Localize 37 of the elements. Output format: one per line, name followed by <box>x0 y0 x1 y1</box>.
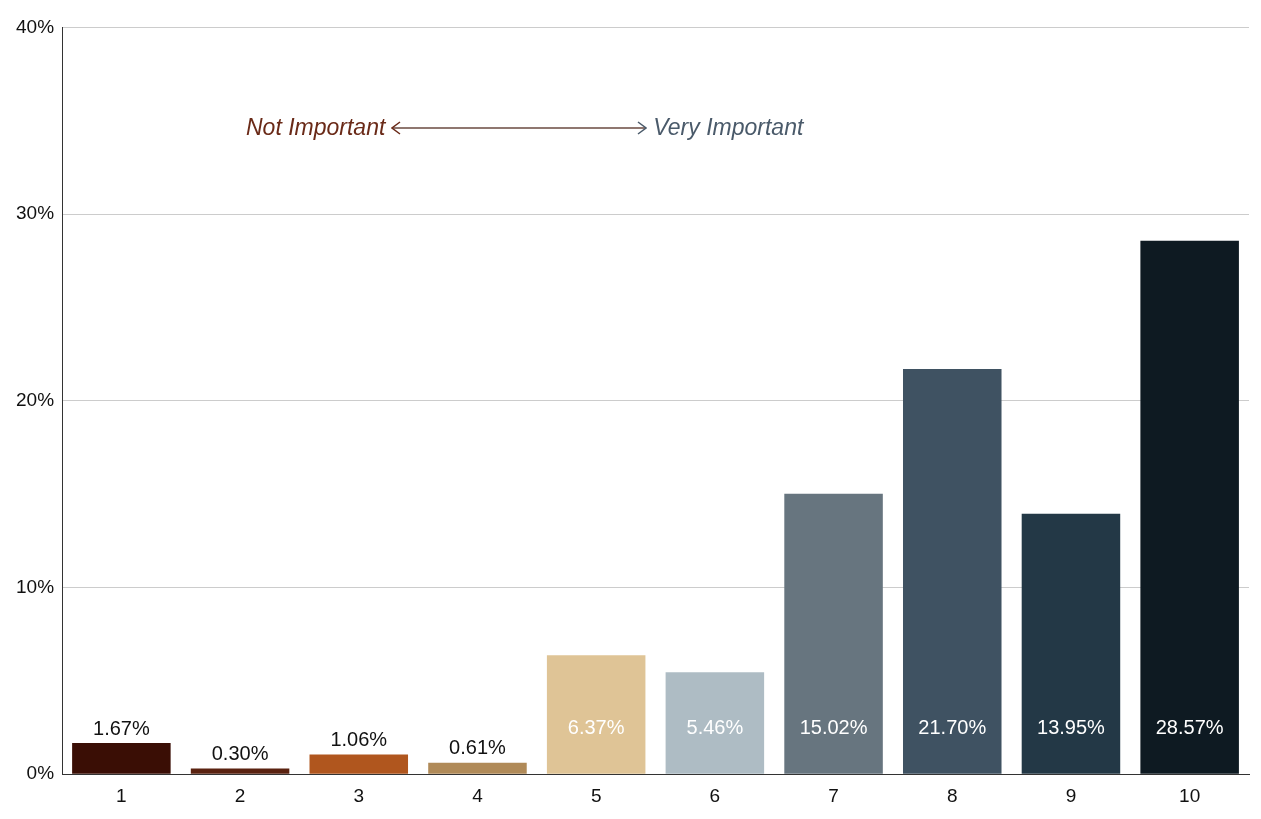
x-tick-label: 3 <box>353 784 365 806</box>
x-tick-label: 5 <box>590 784 602 806</box>
bar <box>309 754 409 774</box>
bar <box>428 762 527 774</box>
data-label: 6.37% <box>567 715 625 738</box>
bar <box>784 493 883 774</box>
annotation: Very Important <box>653 114 804 141</box>
data-label: 28.57% <box>1155 715 1224 738</box>
x-tick-label: 4 <box>472 784 484 806</box>
data-label: 0.61% <box>449 736 507 759</box>
x-tick-label: 6 <box>709 784 721 806</box>
bar <box>72 743 171 774</box>
x-tick-label: 2 <box>234 784 246 806</box>
data-label: 5.46% <box>686 715 744 738</box>
bar <box>903 369 1002 774</box>
x-tick-label: 7 <box>828 784 839 806</box>
x-tick-label: 8 <box>946 784 958 806</box>
y-tick-label: 40% <box>16 15 55 37</box>
y-tick-label: 10% <box>16 575 55 597</box>
y-tick-label: 30% <box>16 202 55 224</box>
x-tick-label: 9 <box>1065 784 1077 806</box>
bar <box>190 768 290 774</box>
x-tick-label: 1 <box>116 784 127 806</box>
bar <box>665 672 765 774</box>
y-tick-label: 20% <box>16 389 55 411</box>
bar <box>546 655 646 774</box>
data-label: 1.06% <box>330 727 388 750</box>
data-label: 0.30% <box>211 742 269 765</box>
data-label: 15.02% <box>799 715 868 738</box>
x-tick-label: 10 <box>1179 784 1201 806</box>
data-label: 21.70% <box>918 715 987 738</box>
y-tick-label: 0% <box>26 762 55 784</box>
data-label: 13.95% <box>1037 715 1106 738</box>
annotation: Not Important <box>246 114 386 141</box>
bar <box>1140 240 1239 774</box>
data-label: 1.67% <box>93 716 150 739</box>
bar <box>1021 513 1121 774</box>
